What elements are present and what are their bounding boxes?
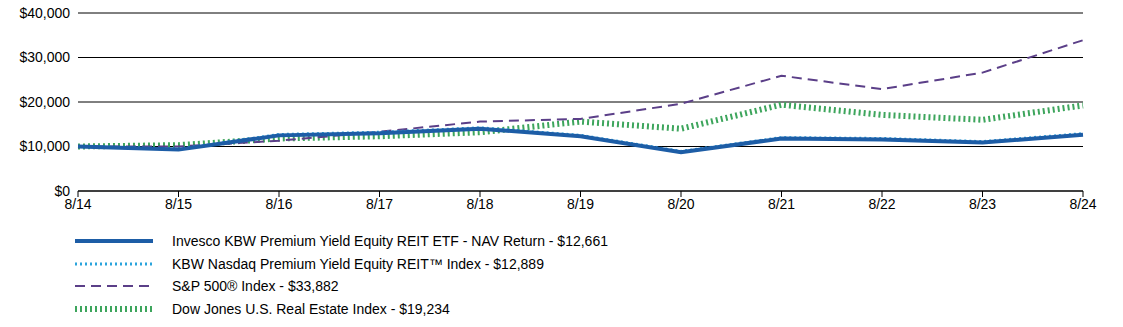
html-text:Dow Jones U.S. Real Estate Ind: Dow Jones U.S. Real Estate Index - $19,2… xyxy=(172,300,450,317)
svg-text:$40,000: $40,000 xyxy=(19,5,70,21)
svg-text:8/22: 8/22 xyxy=(868,196,895,212)
svg-text:8/20: 8/20 xyxy=(667,196,694,212)
svg-text:8/17: 8/17 xyxy=(366,196,393,212)
html-text:S&P 500® Index - $33,882: S&P 500® Index - $33,882 xyxy=(172,278,339,295)
svg-text:$10,000: $10,000 xyxy=(19,138,70,154)
svg-text:8/21: 8/21 xyxy=(768,196,795,212)
svg-text:8/15: 8/15 xyxy=(165,196,192,212)
svg-text:8/18: 8/18 xyxy=(466,196,493,212)
svg-text:$0: $0 xyxy=(54,183,70,199)
svg-text:8/23: 8/23 xyxy=(969,196,996,212)
svg-text:$30,000: $30,000 xyxy=(19,49,70,65)
svg-text:8/19: 8/19 xyxy=(567,196,594,212)
svg-text:8/14: 8/14 xyxy=(64,195,92,212)
svg-text:$20,000: $20,000 xyxy=(19,94,70,110)
svg-text:8/16: 8/16 xyxy=(265,196,292,212)
svg-text:8/24: 8/24 xyxy=(1069,196,1096,212)
html-text:Invesco KBW Premium Yield Equi: Invesco KBW Premium Yield Equity REIT ET… xyxy=(172,233,608,250)
html-text:KBW Nasdaq Premium Yield Equit: KBW Nasdaq Premium Yield Equity REIT™ In… xyxy=(172,255,544,272)
